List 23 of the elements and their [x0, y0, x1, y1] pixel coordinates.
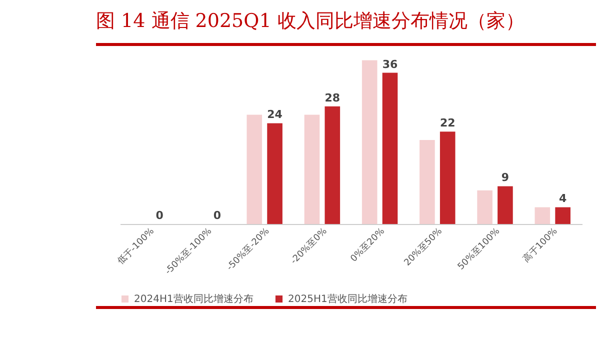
bar — [304, 114, 320, 224]
chart-title: 图 14 通信 2025Q1 收入同比增速分布情况（家） — [96, 9, 524, 34]
bar — [382, 72, 398, 224]
bar — [477, 190, 492, 224]
bar — [555, 207, 570, 224]
data-label: 9 — [501, 171, 510, 184]
bar — [498, 186, 513, 224]
bar — [324, 106, 340, 224]
data-label: 0 — [213, 209, 222, 222]
bar — [246, 114, 262, 224]
bar — [362, 60, 378, 224]
bar — [420, 140, 435, 224]
data-label: 24 — [267, 108, 283, 122]
legend-label: 2024H1营收同比增速分布 — [134, 293, 254, 305]
data-label: 28 — [324, 91, 340, 104]
bar — [267, 123, 282, 224]
data-label: 36 — [382, 58, 398, 71]
data-label: 4 — [558, 192, 567, 206]
legend-label: 2025H1营收同比增速分布 — [288, 293, 408, 305]
bar — [534, 207, 550, 224]
data-label: 0 — [156, 209, 164, 222]
bar — [440, 132, 456, 224]
data-label: 22 — [440, 116, 456, 130]
